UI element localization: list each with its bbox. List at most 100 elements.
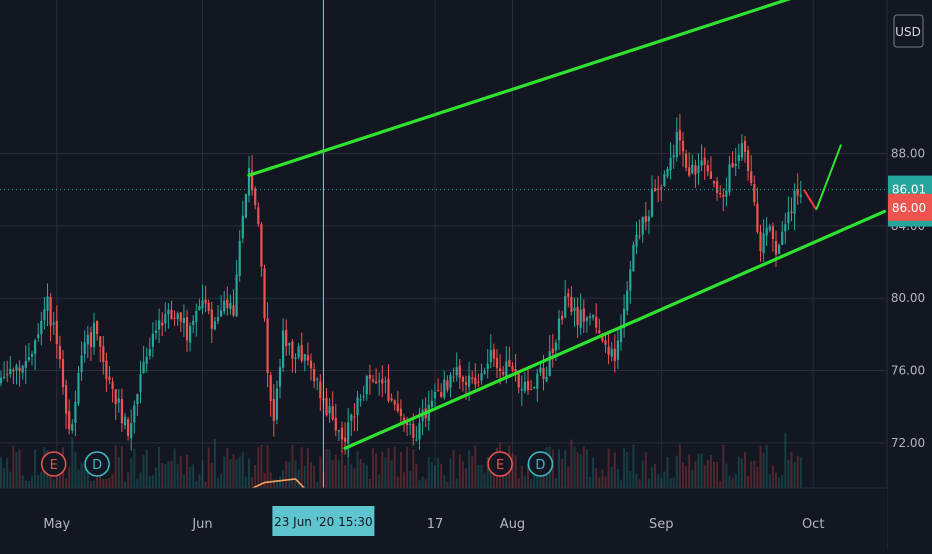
volume-bar [775,472,777,488]
volume-bar [598,477,601,488]
volume-bar [666,456,669,488]
candle-body [207,302,210,311]
bid-price-box [888,193,932,221]
candle-body [533,387,536,389]
candle-body [743,140,747,152]
volume-bar [492,468,495,488]
volume-bar [210,462,213,488]
candle-body [672,155,675,158]
candle-body [12,369,15,372]
y-tick-label: 80.00 [891,291,925,305]
candle-body [309,360,313,369]
volume-bar [511,453,514,488]
candle-body [644,215,647,223]
marker-letter: D [535,458,545,473]
candle-body [728,164,731,193]
volume-bar [520,465,523,488]
candle-body [251,170,254,191]
volume-bar [489,469,492,488]
candle-body [799,194,802,197]
volume-bar [778,477,781,488]
candle-body [71,424,74,431]
candle-body [340,427,344,440]
volume-bar [756,467,759,488]
volume-bar [279,476,281,488]
volume-bar [251,477,254,488]
volume-bar [182,475,185,488]
candle-body [306,355,309,361]
candle-body [691,164,694,174]
volume-bar [654,463,657,488]
candle-body [40,321,43,335]
volume-bar [201,460,204,488]
volume-bar [167,461,170,488]
volume-bar [517,478,520,488]
volume-bar [27,481,30,488]
volume-bar [641,460,644,488]
candle-body [114,389,117,404]
volume-bar [294,460,297,488]
volume-bar [399,451,402,488]
volume-bar [3,467,6,488]
candle-body [781,231,784,245]
candle-body [778,244,781,254]
volume-bar [49,476,52,488]
candle-body [765,227,768,236]
candle-body [756,203,759,232]
volume-bar [669,478,672,488]
volume-bar [573,446,576,488]
volume-bar [421,476,424,488]
currency-label: USD [895,25,921,39]
candle-body [27,357,30,361]
volume-bar [558,449,560,488]
candle-body [595,316,598,328]
candle-body [576,306,579,326]
volume-bar [542,471,545,488]
candle-body [297,346,300,358]
candle-body [725,190,728,197]
volume-bar [18,449,21,488]
volume-bar [709,455,712,488]
candle-body [402,417,406,421]
candle-body [61,358,65,388]
volume-bar [415,464,418,488]
volume-bar [347,446,350,488]
candle-body [68,411,71,430]
volume-bar [384,457,387,488]
candle-body [784,224,787,232]
candle-body [148,349,151,356]
candle-body [582,308,585,322]
candle-body [703,157,706,166]
candle-body [173,317,176,319]
candle-body [601,334,604,341]
volume-bar [651,467,653,488]
candle-body [52,322,55,325]
candle-body [433,391,437,399]
volume-bar [21,475,24,488]
candle-body [117,398,120,403]
candle-body [768,226,771,231]
projection-down [803,189,818,211]
candle-body [133,405,136,423]
candle-body [607,346,610,355]
candle-body [74,402,77,423]
candle-body [161,322,164,326]
volume-bar [502,466,505,488]
volume-bar [9,471,12,488]
volume-bar [15,452,18,488]
candle-body [130,423,133,439]
candle-body [406,421,409,426]
volume-bar [660,478,663,488]
candle-body [697,165,700,173]
candle-body [675,131,678,158]
volume-bar [409,470,412,488]
candle-body [384,381,387,383]
volume-bar [34,449,37,488]
volume-bar [576,452,579,488]
candle-body [216,317,220,321]
candle-body [37,334,40,338]
candle-body [545,376,548,382]
volume-bar [740,458,743,488]
